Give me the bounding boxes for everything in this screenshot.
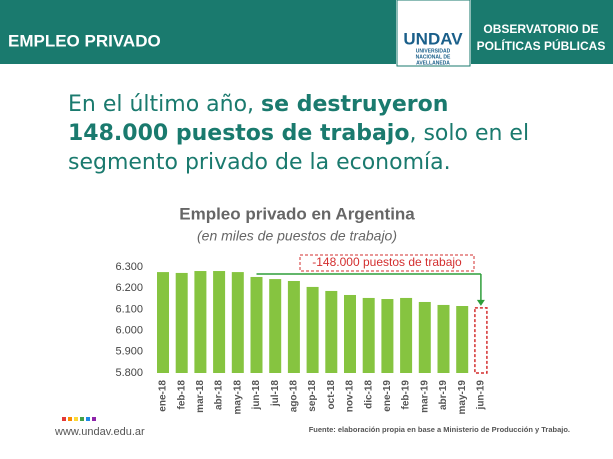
x-tick-label: ene-18 — [158, 380, 169, 412]
y-tick-label: 5.800 — [115, 367, 143, 379]
logo-sub: UNIVERSIDAD — [416, 48, 451, 54]
bar — [418, 301, 431, 373]
x-tick-label: jun-18 — [251, 380, 262, 411]
bar — [456, 306, 469, 373]
bar — [325, 290, 338, 373]
logo-box — [396, 0, 471, 67]
x-tick-label: mar-19 — [419, 380, 430, 413]
x-tick-label: dic-18 — [363, 380, 374, 409]
bar — [344, 294, 356, 373]
chart-subtitle: (en miles de puestos de trabajo) — [197, 228, 397, 244]
x-tick-label: jun-19 — [476, 380, 487, 411]
x-tick-label: may-18 — [232, 380, 243, 415]
chart-title: Empleo privado en Argentina — [179, 204, 415, 223]
bar — [362, 297, 375, 373]
observatory: POLÍTICAS PÚBLICAS — [477, 38, 606, 53]
bar — [231, 272, 244, 373]
y-tick-label: 6.000 — [115, 325, 143, 337]
annotation-arrow — [476, 299, 485, 306]
y-tick-label: 5.900 — [115, 346, 143, 358]
x-tick-label: mar-18 — [195, 380, 206, 413]
header-bar — [0, 0, 396, 64]
logo: UNDAV — [403, 29, 463, 48]
x-tick-label: abr-19 — [438, 380, 449, 410]
bar — [381, 299, 394, 373]
bar — [213, 271, 226, 373]
logo-sub: NACIONAL DE — [416, 54, 451, 60]
headline-bold: se destruyeron 148.000 puestos de trabaj… — [68, 92, 449, 146]
headline: En el último año, se destruyeron 148.000… — [68, 90, 538, 177]
bar — [269, 279, 282, 373]
y-tick-label: 6.100 — [115, 303, 143, 315]
bar — [400, 297, 413, 373]
bar — [250, 276, 263, 373]
bar — [287, 280, 300, 373]
x-tick-label: abr-18 — [214, 380, 225, 410]
x-tick-label: ago-18 — [289, 380, 300, 413]
headline-text: , solo en el segmento privado de la econ… — [68, 121, 530, 175]
x-tick-label: feb-18 — [176, 380, 187, 410]
x-tick-label: nov-18 — [345, 380, 356, 413]
y-tick-label: 6.300 — [115, 261, 143, 273]
x-tick-label: jul-18 — [270, 380, 281, 408]
x-tick-label: feb-19 — [401, 380, 412, 410]
bar — [194, 271, 207, 373]
annotation-box — [299, 254, 475, 272]
x-tick-label: may-19 — [457, 380, 468, 415]
x-tick-label: sep-18 — [307, 380, 318, 412]
bar — [157, 272, 169, 373]
bar — [175, 272, 188, 373]
bar — [306, 286, 319, 373]
section-title: EMPLEO PRIVADO — [8, 31, 161, 50]
x-tick-label: oct-18 — [326, 380, 337, 410]
footer-url: www.undav.edu.ar — [54, 426, 145, 438]
logo-sub: AVELLANEDA — [416, 60, 450, 66]
footer-dots — [62, 417, 96, 421]
footer-source: Fuente: elaboración propia en base a Min… — [309, 425, 570, 434]
y-tick-label: 6.200 — [115, 282, 143, 294]
header-bar — [471, 0, 613, 64]
annotation: -148.000 puestos de trabajo — [312, 255, 462, 269]
x-tick-label: ene-19 — [382, 380, 393, 412]
bar — [474, 307, 488, 374]
observatory: OBSERVATORIO DE — [483, 22, 598, 36]
bar — [437, 304, 450, 373]
headline-text: En el último año, — [68, 92, 262, 117]
